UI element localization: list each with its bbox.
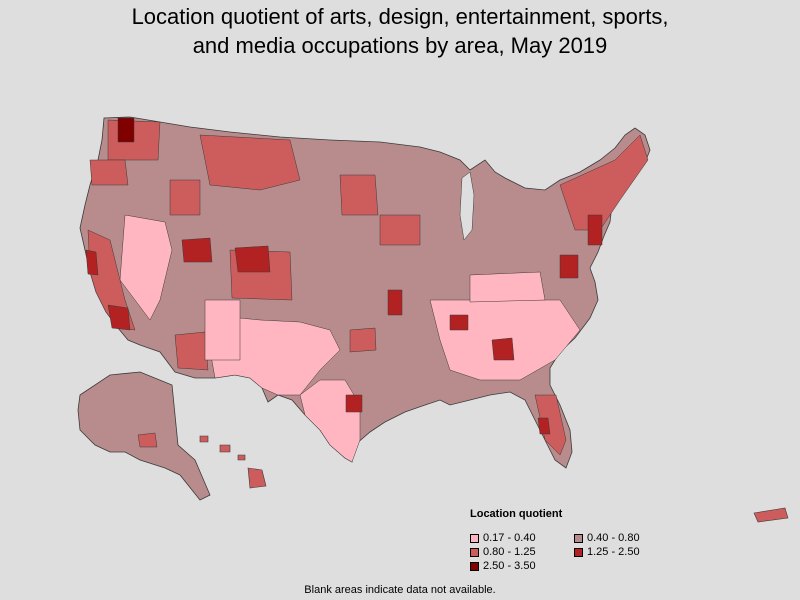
northeast-mid bbox=[559, 134, 649, 231]
puerto-rico bbox=[753, 507, 789, 523]
legend-label-2: 0.80 - 1.25 bbox=[483, 546, 536, 558]
la-high bbox=[107, 304, 131, 331]
seattle-high bbox=[117, 117, 135, 143]
idaho-mid bbox=[169, 179, 201, 216]
legend-label-1: 0.40 - 0.80 bbox=[587, 532, 640, 544]
florida-south-high bbox=[537, 417, 551, 435]
atlanta-high bbox=[491, 337, 515, 361]
minnesota-mid bbox=[339, 174, 379, 216]
legend-swatch-1 bbox=[574, 533, 583, 543]
legend-title: Location quotient bbox=[470, 508, 563, 520]
title-line-1: Location quotient of arts, design, enter… bbox=[131, 4, 669, 29]
utah-high bbox=[181, 237, 213, 263]
title-line-2: and media occupations by area, May 2019 bbox=[192, 33, 608, 58]
houston-high bbox=[345, 394, 363, 413]
legend-label-3: 1.25 - 2.50 bbox=[587, 546, 640, 558]
nyc-high bbox=[587, 214, 603, 246]
hawaii bbox=[199, 435, 267, 489]
legend-item-3: 1.25 - 2.50 bbox=[574, 546, 694, 558]
oregon-north-mid bbox=[89, 159, 129, 186]
legend: Location quotient 0.17 - 0.40 0.40 - 0.8… bbox=[470, 508, 730, 572]
region-overlays bbox=[85, 117, 649, 463]
map-title: Location quotient of arts, design, enter… bbox=[0, 2, 800, 60]
legend-swatch-0 bbox=[470, 533, 479, 543]
legend-item-1: 0.40 - 0.80 bbox=[574, 532, 694, 544]
legend-item-4: 2.50 - 3.50 bbox=[470, 560, 574, 572]
lake-michigan bbox=[459, 171, 475, 241]
legend-grid: 0.17 - 0.40 0.40 - 0.80 0.80 - 1.25 1.25… bbox=[470, 532, 730, 572]
oklahoma-mid bbox=[349, 327, 377, 353]
stlouis-high bbox=[387, 289, 403, 316]
montana-mid bbox=[199, 134, 301, 191]
legend-swatch-3 bbox=[574, 547, 583, 557]
kentucky-low bbox=[469, 271, 546, 303]
alaska-anchorage bbox=[137, 432, 158, 448]
new-mexico-low bbox=[204, 299, 241, 361]
legend-item-0: 0.17 - 0.40 bbox=[470, 532, 574, 544]
footnote: Blank areas indicate data not available. bbox=[304, 584, 496, 596]
legend-label-0: 0.17 - 0.40 bbox=[483, 532, 536, 544]
denver-high bbox=[234, 245, 271, 273]
nashville-high bbox=[449, 314, 469, 331]
dc-high bbox=[559, 254, 579, 279]
texas-south-low bbox=[299, 379, 361, 463]
legend-swatch-2 bbox=[470, 547, 479, 557]
arizona-mid bbox=[174, 331, 209, 371]
legend-swatch-4 bbox=[470, 561, 479, 571]
legend-label-4: 2.50 - 3.50 bbox=[483, 560, 536, 572]
legend-item-2: 0.80 - 1.25 bbox=[470, 546, 574, 558]
sf-high bbox=[85, 249, 99, 276]
iowa-mid bbox=[379, 214, 421, 246]
